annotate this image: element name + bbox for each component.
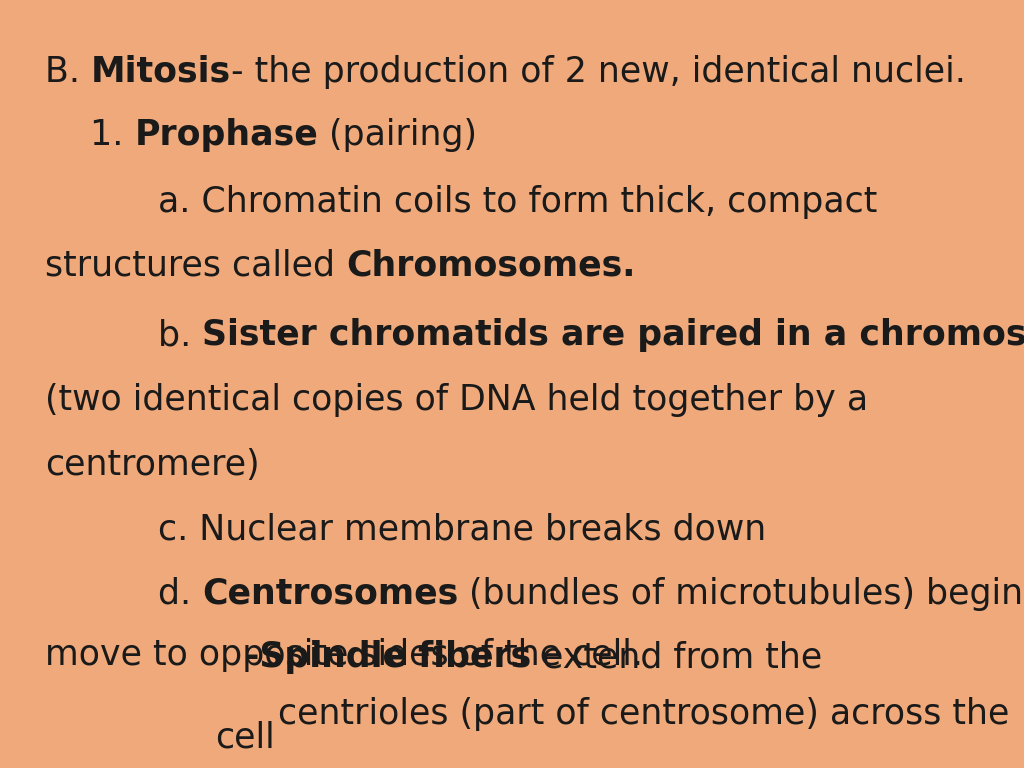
- Text: Prophase: Prophase: [134, 118, 318, 152]
- Text: Chromosomes.: Chromosomes.: [346, 248, 635, 282]
- Text: B.: B.: [45, 55, 91, 89]
- Text: 1.: 1.: [90, 118, 134, 152]
- Text: extend from the: extend from the: [531, 640, 822, 674]
- Text: (bundles of microtubules) begin to: (bundles of microtubules) begin to: [459, 577, 1024, 611]
- Text: -Spindle fibers: -Spindle fibers: [245, 640, 531, 674]
- Text: d.: d.: [158, 577, 202, 611]
- Text: structures called: structures called: [45, 248, 346, 282]
- Text: centromere): centromere): [45, 448, 260, 482]
- Text: move to opposite sides of the cell.: move to opposite sides of the cell.: [45, 638, 643, 672]
- Text: c. Nuclear membrane breaks down: c. Nuclear membrane breaks down: [158, 513, 766, 547]
- Text: (two identical copies of DNA held together by a: (two identical copies of DNA held togeth…: [45, 383, 868, 417]
- Text: centrioles (part of centrosome) across the: centrioles (part of centrosome) across t…: [278, 697, 1010, 731]
- Text: - the production of 2 new, identical nuclei.: - the production of 2 new, identical nuc…: [231, 55, 966, 89]
- Text: Sister chromatids are paired in a chromosome: Sister chromatids are paired in a chromo…: [203, 318, 1024, 352]
- Text: Centrosomes: Centrosomes: [202, 577, 459, 611]
- Text: Mitosis: Mitosis: [91, 55, 231, 89]
- Text: a. Chromatin coils to form thick, compact: a. Chromatin coils to form thick, compac…: [158, 185, 878, 219]
- Text: b.: b.: [158, 318, 203, 352]
- Text: cell: cell: [215, 720, 274, 754]
- Text: (pairing): (pairing): [318, 118, 477, 152]
